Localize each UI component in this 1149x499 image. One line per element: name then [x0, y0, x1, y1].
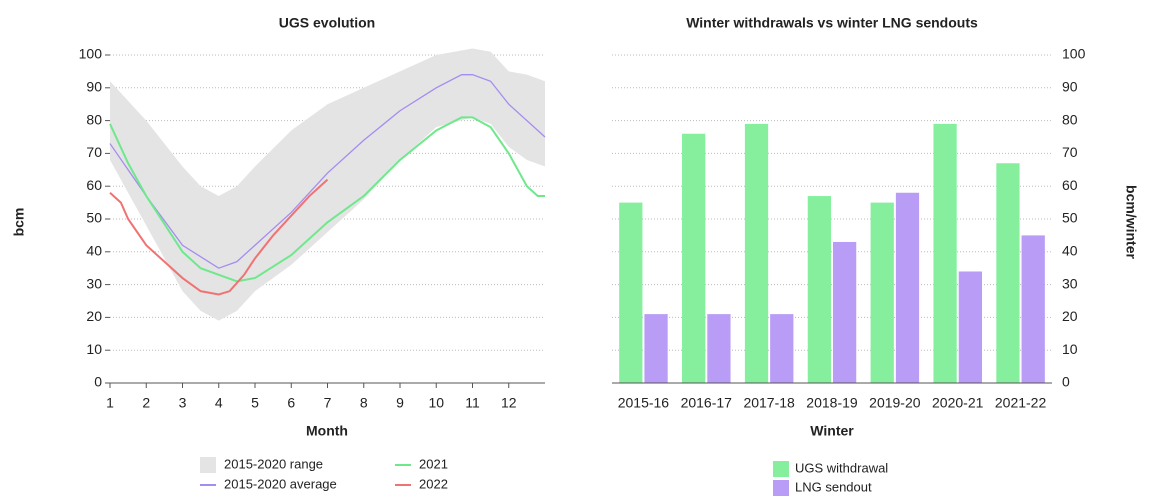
legend-label: 2015-2020 average — [224, 476, 337, 491]
legend-swatch — [200, 457, 216, 473]
legend-swatch — [773, 480, 789, 496]
x-tick-label: 2 — [142, 395, 150, 411]
series-line — [109, 178, 329, 296]
x-tick-label: 6 — [287, 395, 295, 411]
bar — [707, 314, 731, 383]
y-tick-label: 70 — [1062, 144, 1078, 160]
bar — [958, 271, 982, 383]
y-tick-label: 20 — [86, 308, 102, 324]
y-tick-label: 10 — [86, 341, 102, 357]
x-tick-label: 2019-20 — [869, 395, 921, 411]
y-tick-label: 80 — [86, 111, 102, 127]
y-tick-label: 50 — [1062, 210, 1078, 226]
x-tick-label: 2017-18 — [743, 395, 795, 411]
bar — [744, 123, 769, 383]
range-band — [110, 48, 545, 321]
bar — [619, 202, 643, 383]
y-tick-label: 40 — [1062, 243, 1078, 259]
x-tick-label: 9 — [396, 395, 404, 411]
y-tick-label: 0 — [94, 374, 102, 390]
bar — [770, 314, 794, 383]
y-tick-label: 80 — [1062, 111, 1078, 127]
bar — [895, 192, 920, 383]
x-tick-label: 2015-16 — [618, 395, 670, 411]
bar — [682, 133, 706, 383]
bar — [933, 123, 957, 383]
x-tick-label: 5 — [251, 395, 259, 411]
y-tick-label: 60 — [1062, 177, 1078, 193]
x-axis-title: Winter — [810, 423, 854, 439]
y-tick-label: 100 — [1062, 46, 1086, 62]
y-tick-label: 90 — [86, 79, 102, 95]
bar — [996, 163, 1020, 383]
legend-label: UGS withdrawal — [795, 460, 888, 475]
x-tick-label: 2021-22 — [995, 395, 1047, 411]
y-axis-title: bcm — [11, 208, 27, 237]
x-tick-label: 10 — [428, 395, 444, 411]
y-tick-label: 10 — [1062, 341, 1078, 357]
x-tick-label: 2016-17 — [681, 395, 733, 411]
x-tick-label: 12 — [501, 395, 517, 411]
legend-label: 2022 — [419, 476, 448, 491]
legend-label: 2021 — [419, 456, 448, 471]
x-tick-label: 11 — [465, 395, 480, 411]
x-tick-label: 1 — [106, 395, 114, 411]
legend-swatch — [773, 461, 789, 477]
y-tick-label: 90 — [1062, 79, 1078, 95]
x-tick-label: 8 — [360, 395, 368, 411]
legend-label: 2015-2020 range — [224, 456, 323, 471]
y-tick-label: 70 — [86, 144, 102, 160]
y-tick-label: 60 — [86, 177, 102, 193]
y-tick-label: 100 — [79, 46, 103, 62]
x-axis-title: Month — [306, 423, 348, 439]
bar — [870, 202, 894, 383]
chart-title: UGS evolution — [279, 15, 375, 31]
chart-title: Winter withdrawals vs winter LNG sendout… — [686, 15, 978, 31]
bar — [1021, 235, 1045, 383]
x-tick-label: 2018-19 — [806, 395, 858, 411]
bar — [644, 314, 668, 383]
series-line — [109, 116, 545, 283]
series-line — [109, 74, 546, 269]
bar — [807, 196, 831, 383]
y-tick-label: 50 — [86, 210, 102, 226]
y-tick-label: 0 — [1062, 374, 1070, 390]
x-tick-label: 2020-21 — [932, 395, 984, 411]
x-tick-label: 3 — [179, 395, 187, 411]
x-tick-label: 4 — [215, 395, 223, 411]
y-tick-label: 20 — [1062, 308, 1078, 324]
y-tick-label: 30 — [86, 275, 102, 291]
bar — [833, 241, 857, 383]
legend-label: LNG sendout — [795, 479, 872, 494]
y-tick-label: 40 — [86, 243, 102, 259]
x-tick-label: 7 — [324, 395, 332, 411]
y-tick-label: 30 — [1062, 275, 1078, 291]
y-axis-title: bcm/winter — [1123, 185, 1139, 259]
